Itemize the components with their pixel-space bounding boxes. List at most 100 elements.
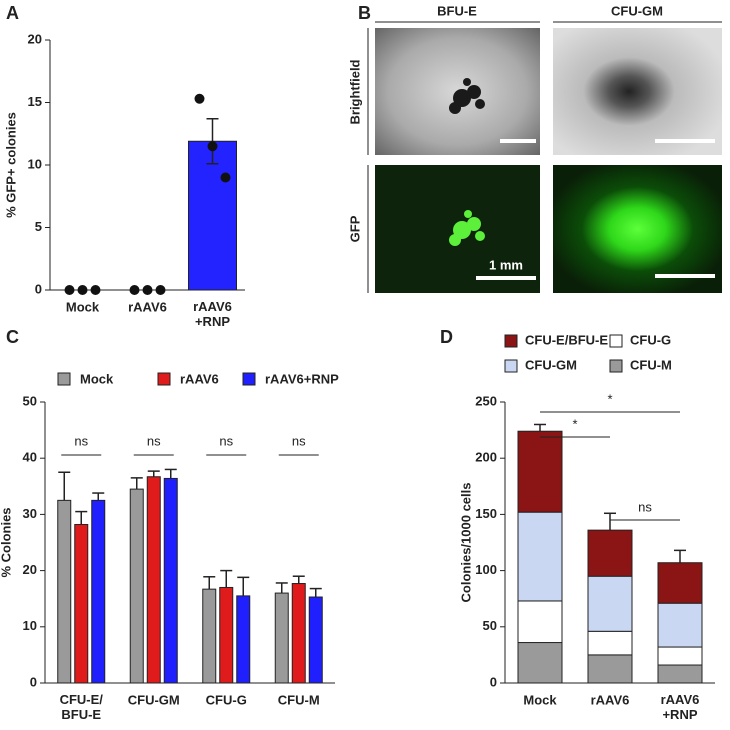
brightfield-image xyxy=(553,28,722,155)
data-point xyxy=(64,285,75,295)
y-axis-label: Colonies/1000 cells xyxy=(458,483,473,603)
bar xyxy=(146,476,161,684)
panel-letter: D xyxy=(440,327,453,347)
data-point xyxy=(194,93,205,104)
colony xyxy=(449,78,485,114)
data-point xyxy=(129,285,140,295)
x-tick-label: rAAV6 +RNP xyxy=(661,692,700,722)
panel-letter: A xyxy=(6,3,19,23)
y-axis-label: % Colonies xyxy=(0,507,13,577)
y-tick-label: 5 xyxy=(35,219,42,234)
y-tick-label: 20 xyxy=(23,562,37,577)
significance-label: ns xyxy=(219,433,233,448)
significance-label: * xyxy=(572,416,577,431)
legend-label: CFU-GM xyxy=(525,357,577,372)
bar-segment xyxy=(517,642,563,684)
panel-letter: C xyxy=(6,327,19,347)
y-tick-label: 100 xyxy=(475,562,497,577)
data-point xyxy=(77,285,88,295)
bar xyxy=(236,595,251,684)
y-tick-label: 0 xyxy=(490,674,497,689)
x-tick-label: CFU-E/BFU-E xyxy=(60,692,104,722)
bar xyxy=(91,499,106,684)
bar-segment xyxy=(517,430,563,513)
bar-segment xyxy=(517,600,563,644)
image-panel: B BFU-E CFU-GM Brightfield GFP 1 mm xyxy=(347,3,722,293)
bar-segment xyxy=(587,630,633,656)
data-point xyxy=(220,172,231,183)
bar-segment xyxy=(587,654,633,684)
y-axis-label: % GFP+ colonies xyxy=(3,112,18,218)
x-tick-label: rAAV6 xyxy=(591,692,630,707)
legend-label: rAAV6 xyxy=(180,371,219,386)
scale-label: 1 mm xyxy=(489,257,523,272)
bar-segment xyxy=(587,529,633,577)
row-header: Brightfield xyxy=(347,59,362,124)
y-tick-label: 150 xyxy=(475,506,497,521)
bar xyxy=(308,596,323,684)
bar xyxy=(291,583,306,684)
bar xyxy=(74,524,89,684)
bar-segment xyxy=(657,646,703,666)
y-tick-label: 50 xyxy=(23,393,37,408)
significance-label: ns xyxy=(147,433,161,448)
y-tick-label: 10 xyxy=(23,618,37,633)
bar xyxy=(57,499,72,684)
y-tick-label: 40 xyxy=(23,450,37,465)
data-point xyxy=(207,141,218,152)
y-tick-label: 200 xyxy=(475,450,497,465)
bar xyxy=(129,488,144,684)
y-tick-label: 0 xyxy=(35,281,42,296)
column-header: CFU-GM xyxy=(611,3,663,18)
y-tick-label: 20 xyxy=(28,31,42,46)
significance-label: * xyxy=(607,391,612,406)
x-tick-label: rAAV6 xyxy=(128,299,167,314)
legend-swatch xyxy=(504,334,518,348)
significance-label: ns xyxy=(74,433,88,448)
legend-swatch xyxy=(609,334,623,348)
legend-label: CFU-G xyxy=(630,332,671,347)
significance-label: ns xyxy=(292,433,306,448)
bar-segment xyxy=(517,511,563,602)
bar-segment xyxy=(587,575,633,632)
x-tick-label: CFU-GM xyxy=(128,692,180,707)
bar xyxy=(274,592,289,684)
bar xyxy=(202,588,217,684)
x-tick-label: Mock xyxy=(66,299,100,314)
bar xyxy=(188,140,237,291)
x-tick-label: CFU-G xyxy=(206,692,247,707)
legend-label: rAAV6+RNP xyxy=(265,371,339,386)
legend-label: CFU-M xyxy=(630,357,672,372)
y-tick-label: 0 xyxy=(30,674,37,689)
data-point xyxy=(90,285,101,295)
data-point xyxy=(155,285,166,295)
bar xyxy=(163,477,178,684)
gfp-image xyxy=(553,165,722,293)
legend-swatch xyxy=(242,372,256,386)
y-tick-label: 50 xyxy=(483,618,497,633)
y-tick-label: 30 xyxy=(23,506,37,521)
legend-label: Mock xyxy=(80,371,114,386)
x-tick-label: rAAV6 +RNP xyxy=(193,299,232,329)
significance-label: ns xyxy=(638,499,652,514)
y-tick-label: 250 xyxy=(475,393,497,408)
x-tick-label: Mock xyxy=(523,692,557,707)
column-header: BFU-E xyxy=(437,3,477,18)
y-tick-label: 15 xyxy=(28,94,42,109)
x-tick-label: CFU-M xyxy=(278,692,320,707)
panel-letter: B xyxy=(358,3,371,23)
legend-label: CFU-E/BFU-E xyxy=(525,332,608,347)
legend-swatch xyxy=(504,359,518,373)
data-point xyxy=(142,285,153,295)
legend-swatch xyxy=(57,372,71,386)
bar-segment xyxy=(657,664,703,684)
colony xyxy=(449,210,485,246)
y-tick-label: 10 xyxy=(28,156,42,171)
bar-segment xyxy=(657,602,703,648)
legend-swatch xyxy=(157,372,171,386)
bar xyxy=(219,586,234,684)
bar-segment xyxy=(657,562,703,604)
row-header: GFP xyxy=(347,215,362,242)
legend-swatch xyxy=(609,359,623,373)
